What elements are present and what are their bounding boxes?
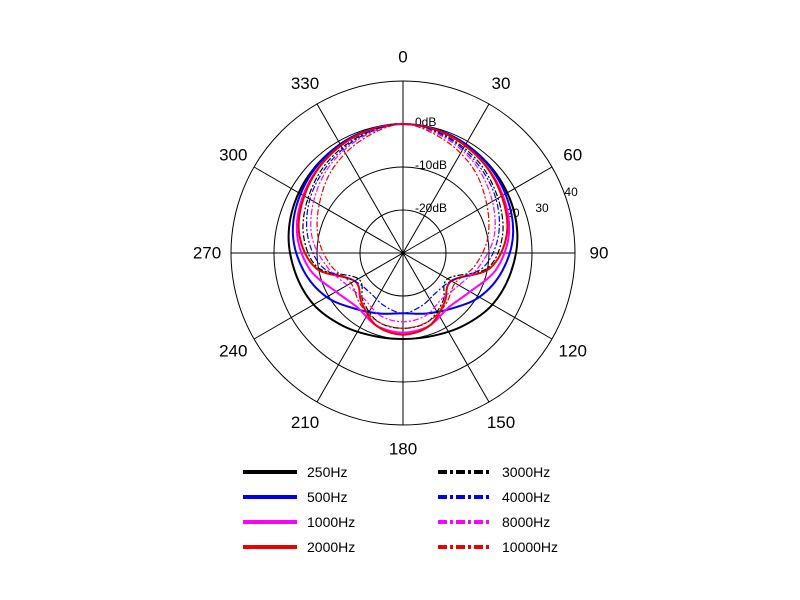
legend-label: 250Hz	[307, 464, 347, 480]
spoke-240	[253, 252, 404, 340]
angle-tick-label: 60	[563, 146, 582, 165]
angle-tick-label: 150	[487, 413, 515, 432]
angle-tick-label: 30	[492, 74, 511, 93]
legend-label: 4000Hz	[502, 489, 550, 505]
angle-tick-labels: 0 30 60 90 120 150 180 210 240 270 300 330	[193, 48, 609, 459]
angle-tick-label: 120	[559, 342, 587, 361]
legend-label: 8000Hz	[502, 514, 550, 530]
angle-tick-label: 0	[398, 48, 407, 67]
outer-ring-label: 40	[564, 185, 578, 199]
legend-label: 500Hz	[307, 489, 347, 505]
spoke-60	[402, 166, 553, 254]
angle-tick-label: 270	[193, 244, 221, 263]
series-line-4000Hz	[305, 123, 501, 314]
series-line-3000Hz	[302, 123, 504, 329]
series-line-2000Hz	[297, 122, 509, 336]
outer-ring-label: 30	[535, 201, 549, 215]
spoke-210	[316, 252, 404, 403]
series-lines	[287, 122, 519, 341]
series-line-250Hz	[287, 122, 519, 341]
legend-label: 3000Hz	[502, 464, 550, 480]
angle-tick-label: 90	[590, 244, 609, 263]
angle-tick-label: 300	[219, 146, 247, 165]
spoke-300	[253, 166, 404, 254]
ring-label: -10dB	[415, 158, 447, 172]
spoke-120	[402, 252, 553, 340]
series-line-10000Hz	[316, 123, 490, 329]
legend-label: 10000Hz	[502, 539, 558, 555]
series-line-1000Hz	[295, 122, 511, 334]
angle-tick-label: 210	[291, 413, 319, 432]
spoke-30	[402, 103, 490, 254]
legend: 250Hz 500Hz 1000Hz 2000Hz 3000Hz 4000Hz 8000Hz…	[243, 464, 558, 555]
angle-tick-label: 330	[291, 74, 319, 93]
ring-label: -20dB	[415, 201, 447, 215]
legend-label: 1000Hz	[307, 514, 355, 530]
spoke-150	[402, 252, 490, 403]
angle-spokes	[231, 81, 575, 425]
spoke-330	[316, 103, 404, 254]
series-line-8000Hz	[310, 123, 496, 323]
angle-tick-label: 180	[389, 440, 417, 459]
angle-tick-label: 240	[219, 342, 247, 361]
legend-label: 2000Hz	[307, 539, 355, 555]
